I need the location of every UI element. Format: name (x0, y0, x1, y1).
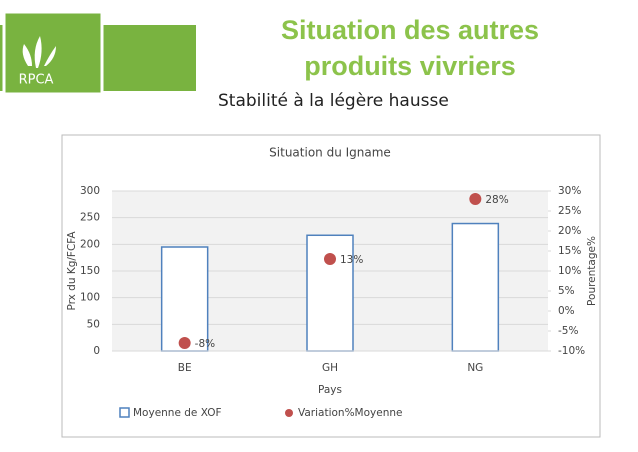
bar (160, 246, 209, 352)
y2-tick-label: 25% (558, 205, 581, 217)
x-axis-label: Pays (318, 384, 342, 396)
y-tick-label: 100 (80, 292, 100, 304)
y2-tick-label: 10% (558, 265, 581, 277)
logo-icon (22, 36, 56, 68)
chart-title: Situation du Igname (269, 146, 391, 160)
x-tick-label: NG (467, 362, 483, 374)
legend-swatch (119, 407, 130, 418)
point (469, 193, 482, 205)
point (324, 253, 336, 265)
y2-tick-label: 20% (558, 225, 581, 237)
logo-text: RPCA (19, 73, 54, 88)
y-tick-label: 50 (87, 318, 100, 330)
data-label: 28% (485, 194, 508, 206)
y-tick-label: 250 (80, 212, 100, 224)
data-label: -8% (195, 338, 215, 350)
y2-tick-label: -10% (558, 345, 585, 357)
legend-label: Moyenne de XOF (133, 407, 222, 419)
legend-swatch (285, 409, 293, 417)
slide-subtitle: Stabilité à la légère hausse (218, 91, 449, 111)
data-label: 13% (340, 254, 363, 266)
x-tick-label: GH (322, 362, 338, 374)
slide-title: Situation des autres produits vivriers (280, 15, 540, 81)
y2-tick-label: 15% (558, 245, 581, 257)
y2-tick-label: 30% (558, 185, 581, 197)
x-tick-label: BE (178, 362, 192, 374)
y-axis-label: Prx du Kg/FCFA (66, 231, 78, 311)
bar (451, 222, 500, 352)
y2-tick-label: 0% (558, 305, 575, 317)
y-tick-label: 200 (80, 238, 100, 250)
y2-tick-label: -5% (558, 325, 578, 337)
point (178, 337, 191, 349)
bar (306, 234, 354, 352)
y-tick-label: 150 (80, 265, 100, 277)
legend-label: Variation%Moyenne (298, 407, 403, 419)
y-tick-label: 0 (93, 345, 100, 357)
y2-tick-label: 5% (558, 285, 575, 297)
y2-axis-label: Pourentage% (586, 236, 598, 306)
y-tick-label: 300 (80, 185, 100, 197)
